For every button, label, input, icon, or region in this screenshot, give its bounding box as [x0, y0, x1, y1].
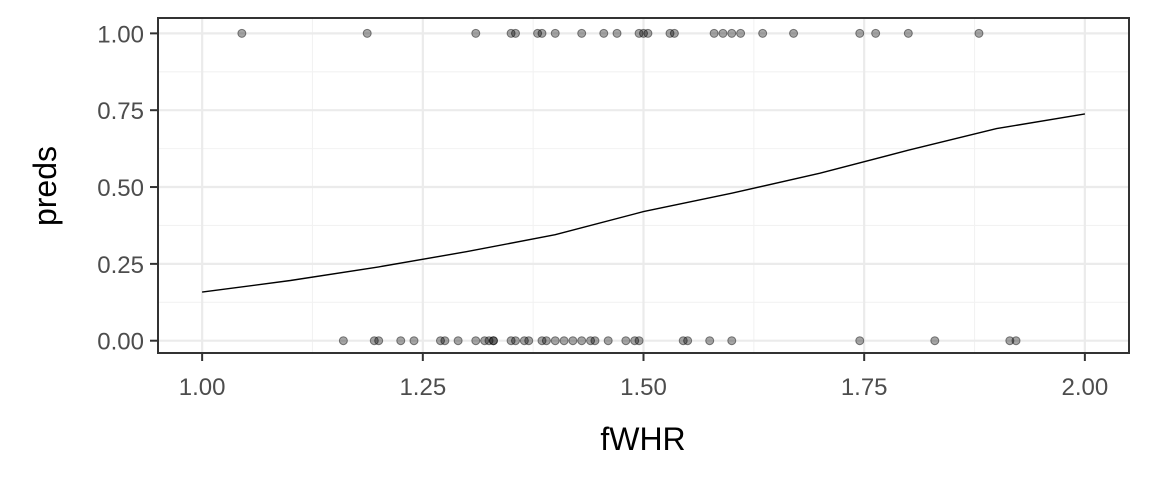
data-point: [758, 28, 768, 38]
data-point: [524, 336, 534, 346]
x-tick-label: 1.25: [399, 374, 446, 401]
data-point: [471, 336, 481, 346]
data-point: [237, 28, 247, 38]
data-point: [705, 336, 715, 346]
data-point: [634, 28, 644, 38]
data-point: [511, 336, 521, 346]
data-point: [1005, 336, 1015, 346]
data-point: [506, 28, 516, 38]
data-point: [1011, 336, 1021, 346]
data-point: [621, 336, 631, 346]
fit-line: [202, 113, 1086, 293]
data-point: [440, 336, 450, 346]
data-point: [396, 336, 406, 346]
data-point: [409, 336, 419, 346]
data-point: [488, 336, 498, 346]
data-point: [533, 28, 543, 38]
data-point: [435, 336, 445, 346]
data-point: [362, 28, 372, 38]
x-tick-label: 1.00: [179, 374, 226, 401]
data-point: [550, 336, 560, 346]
data-point: [678, 336, 688, 346]
data-point: [338, 336, 348, 346]
data-point: [480, 336, 490, 346]
data-point: [643, 28, 653, 38]
y-tick-label: 1.00: [97, 21, 144, 48]
data-point: [519, 336, 529, 346]
data-point: [683, 336, 693, 346]
data-point: [471, 28, 481, 38]
data-point: [586, 336, 596, 346]
y-tick-label: 0.50: [97, 175, 144, 202]
data-point: [577, 336, 587, 346]
data-point: [537, 336, 547, 346]
data-point: [603, 336, 613, 346]
data-point: [488, 336, 498, 346]
data-point: [506, 336, 516, 346]
data-point: [550, 28, 560, 38]
data-point: [541, 336, 551, 346]
y-tick-label: 0.00: [97, 329, 144, 356]
data-point: [374, 336, 384, 346]
data-point: [665, 28, 675, 38]
data-point: [369, 336, 379, 346]
data-point: [727, 336, 737, 346]
data-point: [727, 28, 737, 38]
data-point: [903, 28, 913, 38]
y-axis-title: preds: [27, 146, 63, 226]
y-tick-label: 0.25: [97, 252, 144, 279]
data-point: [537, 28, 547, 38]
data-point: [789, 28, 799, 38]
data-point: [568, 336, 578, 346]
data-points: [237, 28, 1021, 346]
fit-line-group: [202, 113, 1086, 293]
y-tick-label: 0.75: [97, 98, 144, 125]
x-tick-label: 1.50: [620, 374, 667, 401]
data-point: [930, 336, 940, 346]
x-axis-title: fWHR: [600, 421, 685, 457]
data-point: [669, 28, 679, 38]
data-point: [709, 28, 719, 38]
data-point: [871, 28, 881, 38]
data-point: [634, 336, 644, 346]
data-point: [639, 28, 648, 38]
data-point: [718, 28, 728, 38]
data-point: [484, 336, 494, 346]
data-point: [630, 336, 640, 346]
x-tick-label: 2.00: [1062, 374, 1109, 401]
axis-ticks: 1.00 1.25 1.50 1.75 2.00 0.00 0.25 0.50 0.75 1.00: [97, 21, 1108, 401]
data-point: [590, 336, 600, 346]
data-point: [577, 28, 587, 38]
data-point: [612, 28, 622, 38]
data-point: [974, 28, 984, 38]
data-point: [736, 28, 746, 38]
data-point: [559, 336, 569, 346]
data-point: [855, 336, 865, 346]
data-point: [511, 28, 521, 38]
data-point: [855, 28, 865, 38]
grid-lines: [158, 18, 1129, 353]
data-point: [599, 28, 609, 38]
data-point: [453, 336, 463, 346]
x-tick-label: 1.75: [841, 374, 888, 401]
